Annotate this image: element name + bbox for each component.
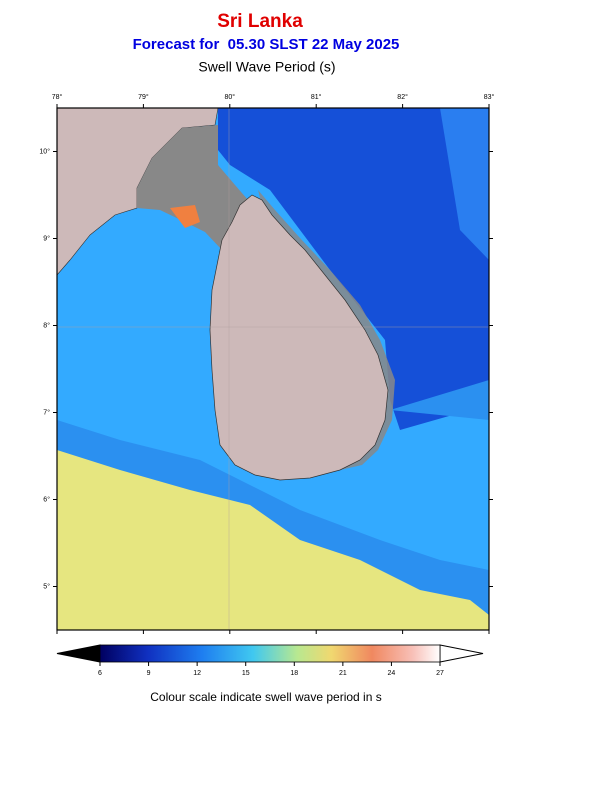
colorbar-tick-label: 12 [193,670,201,677]
colorbar-caption: Colour scale indicate swell wave period … [150,690,381,704]
map-title: Swell Wave Period (s) [198,59,335,75]
lat-label: 9° [43,234,50,242]
colorbar-tick-label: 15 [242,670,250,677]
hotspot [170,205,200,228]
map-frame [56,107,490,631]
lon-label: 78° [52,93,63,101]
colorbar [99,644,441,663]
lat-label: 8° [43,321,50,329]
lat-label: 7° [43,408,50,416]
lon-label: 80° [225,93,236,101]
colorbar-tick-label: 6 [98,670,102,677]
colorbar-tick-label: 18 [290,670,298,677]
colorbar-over [439,644,484,663]
sea-deep-blue [218,108,489,430]
land-sri-lanka [209,194,389,481]
lat-label: 10° [39,147,50,155]
lon-label: 79° [138,93,149,101]
colorbar-tick-label: 27 [436,670,444,677]
lat-label: 5° [43,582,50,590]
lat-label: 6° [43,495,50,503]
lon-label: 82° [397,93,408,101]
sea-mid [440,108,489,260]
title: Sri Lanka [217,11,303,32]
subtitle: Forecast for 05.30 SLST 22 May 2025 [133,36,400,53]
colorbar-under [56,644,101,663]
lon-label: 81° [311,93,322,101]
lon-label: 83° [484,93,495,101]
shallow-jaffna [137,125,258,250]
colorbar-tick-label: 21 [339,670,347,677]
sea-long-period [57,450,489,630]
map [57,108,489,630]
colorbar-tick-label: 9 [147,670,151,677]
colorbar-tick-label: 24 [388,670,396,677]
